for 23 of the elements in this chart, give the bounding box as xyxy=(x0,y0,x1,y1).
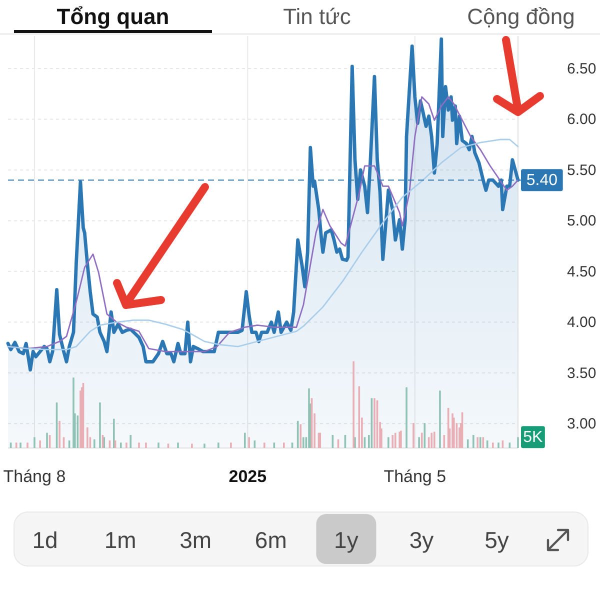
text: Cộng đồng xyxy=(467,4,575,29)
y-tick-label: 5.00 xyxy=(567,212,596,230)
y-tick-label: 5.50 xyxy=(567,161,596,178)
ref-line-label: 5.40 xyxy=(526,172,558,189)
y-tick-label: 4.00 xyxy=(567,314,596,331)
x-tick-label: Tháng 5 xyxy=(384,466,446,486)
y-tick-label: 3.00 xyxy=(567,415,596,432)
line-series xyxy=(7,138,519,350)
y-tick-label: 6.50 xyxy=(567,60,596,77)
text: 3m xyxy=(180,527,212,553)
text: 1y xyxy=(334,527,359,553)
text: 3y xyxy=(409,527,434,553)
x-tick-label: Tháng 8 xyxy=(3,466,66,486)
text: Tổng quan xyxy=(56,4,170,29)
y-tick-label: 3.50 xyxy=(567,364,596,382)
text: 1d xyxy=(32,527,58,553)
text: 1m xyxy=(104,527,136,553)
y-tick-label: 6.00 xyxy=(567,110,596,128)
text: Tin tức xyxy=(283,4,351,29)
text: 6m xyxy=(254,527,287,553)
text: 5y xyxy=(484,527,510,553)
x-tick-label: 2025 xyxy=(228,466,267,486)
y-tick-label: 4.50 xyxy=(567,262,596,280)
